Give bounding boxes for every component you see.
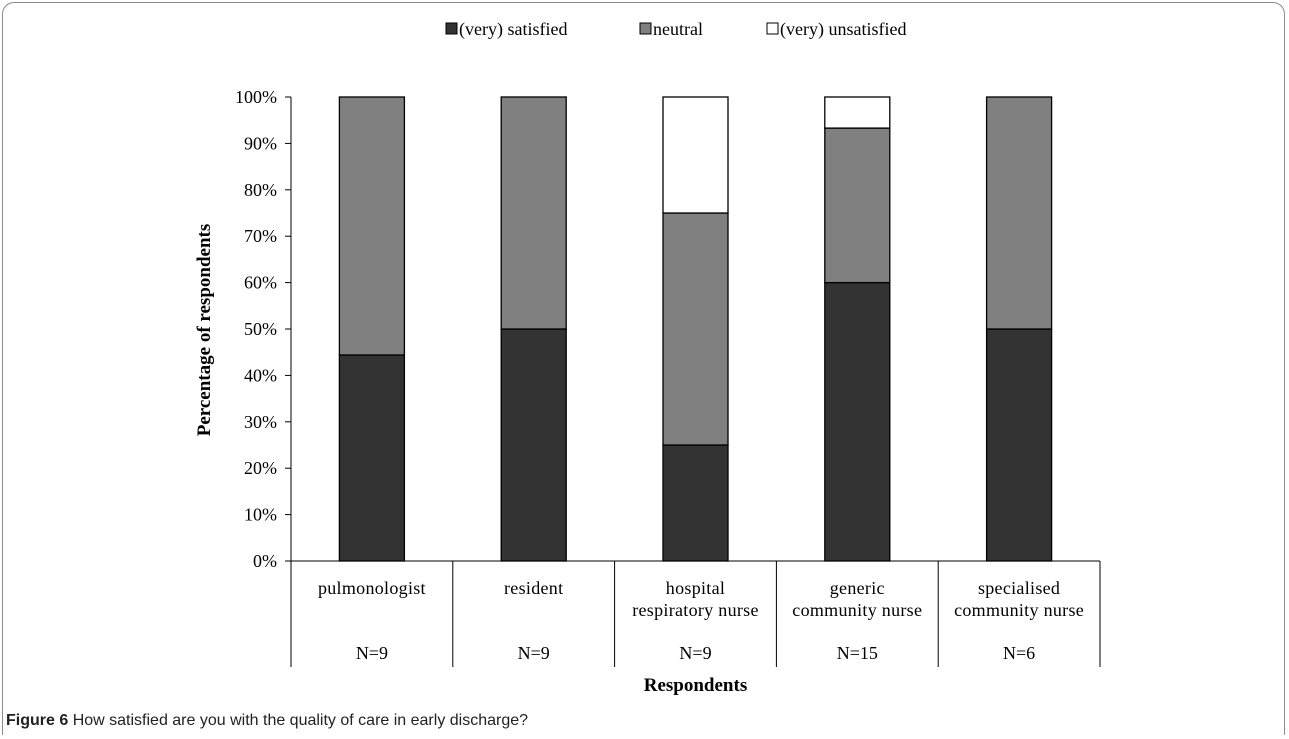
legend-label: (very) satisfied bbox=[459, 19, 567, 40]
y-tick-label: 40% bbox=[244, 365, 277, 385]
y-tick-label: 90% bbox=[244, 133, 277, 153]
sample-size-label: N=9 bbox=[356, 643, 388, 663]
y-axis-title: Percentage of respondents bbox=[194, 224, 215, 437]
x-category-label: generic bbox=[830, 578, 885, 598]
legend-label: neutral bbox=[653, 19, 703, 39]
bar-segment bbox=[500, 328, 567, 562]
legend-swatch bbox=[766, 22, 779, 35]
x-category-label: community nurse bbox=[954, 600, 1084, 620]
bar-segment bbox=[824, 96, 891, 129]
x-axis-title: Respondents bbox=[644, 675, 747, 696]
x-category-label: specialised bbox=[978, 578, 1060, 598]
y-tick-label: 20% bbox=[244, 458, 277, 478]
x-category-label: hospital bbox=[666, 578, 725, 598]
y-tick-label: 10% bbox=[244, 505, 277, 525]
y-tick-label: 100% bbox=[235, 87, 277, 107]
y-tick-label: 60% bbox=[244, 273, 277, 293]
x-category-label: resident bbox=[504, 578, 563, 598]
bar-segment bbox=[662, 212, 729, 446]
y-tick-label: 0% bbox=[253, 551, 277, 571]
bar-segment bbox=[824, 281, 891, 562]
legend-swatch bbox=[445, 22, 458, 35]
y-tick-label: 50% bbox=[244, 319, 277, 339]
y-tick-label: 80% bbox=[244, 180, 277, 200]
bar-segment bbox=[500, 96, 567, 330]
bar-segment bbox=[985, 328, 1053, 562]
sample-size-label: N=9 bbox=[679, 643, 711, 663]
caption-label: Figure 6 bbox=[6, 712, 69, 729]
x-category-label: pulmonologist bbox=[318, 578, 426, 598]
legend-label: (very) unsatisfied bbox=[780, 19, 906, 40]
bar-segment bbox=[338, 354, 406, 562]
sample-size-label: N=6 bbox=[1003, 643, 1035, 663]
bar-segment bbox=[985, 96, 1053, 330]
figure-caption: Figure 6 How satisfied are you with the … bbox=[6, 712, 528, 730]
x-category-label: respiratory nurse bbox=[632, 600, 759, 620]
bar-segment bbox=[824, 127, 891, 284]
bar-segment bbox=[662, 444, 729, 562]
sample-size-label: N=9 bbox=[518, 643, 550, 663]
x-category-label: community nurse bbox=[792, 600, 922, 620]
bar-segment bbox=[338, 96, 406, 356]
y-tick-label: 70% bbox=[244, 226, 277, 246]
caption-text: How satisfied are you with the quality o… bbox=[72, 712, 529, 729]
sample-size-label: N=15 bbox=[837, 643, 878, 663]
y-tick-label: 30% bbox=[244, 412, 277, 432]
bar-segment bbox=[662, 96, 729, 214]
legend-swatch bbox=[639, 22, 652, 35]
